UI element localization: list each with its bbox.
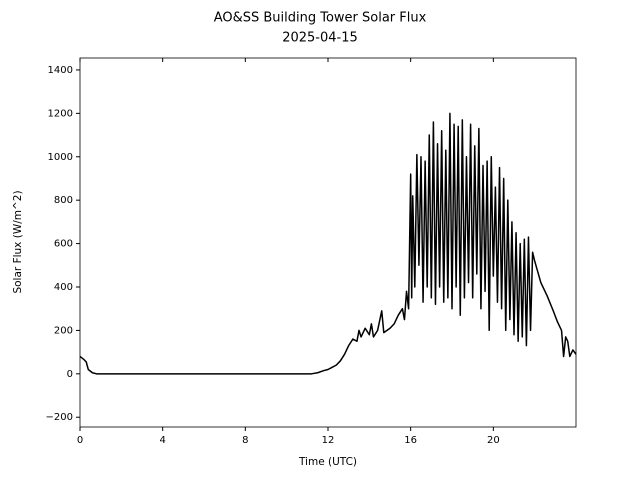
chart-title: AO&SS Building Tower Solar Flux xyxy=(214,11,427,26)
y-tick-label: 1400 xyxy=(48,65,73,76)
y-axis-label: Solar Flux (W/m^2) xyxy=(12,190,24,293)
y-tick-label: 0 xyxy=(67,369,73,380)
y-tick-label: 600 xyxy=(54,239,73,250)
x-tick-label: 4 xyxy=(159,435,165,446)
x-tick-label: 20 xyxy=(487,435,500,446)
y-tick-label: 1200 xyxy=(48,108,73,119)
y-tick-label: 1000 xyxy=(48,152,73,163)
data-line xyxy=(79,112,577,375)
x-tick-label: 12 xyxy=(322,435,335,446)
x-axis-label: Time (UTC) xyxy=(298,456,357,468)
y-tick-label: 400 xyxy=(54,282,73,293)
y-tick-label: 800 xyxy=(54,195,73,206)
x-tick-label: 8 xyxy=(242,435,248,446)
plot-frame xyxy=(79,57,577,428)
chart-subtitle: 2025-04-15 xyxy=(282,31,358,46)
x-tick-label: 0 xyxy=(77,435,83,446)
x-tick-label: 16 xyxy=(404,435,417,446)
y-tick-label: −200 xyxy=(46,412,73,423)
y-tick-label: 200 xyxy=(54,325,73,336)
